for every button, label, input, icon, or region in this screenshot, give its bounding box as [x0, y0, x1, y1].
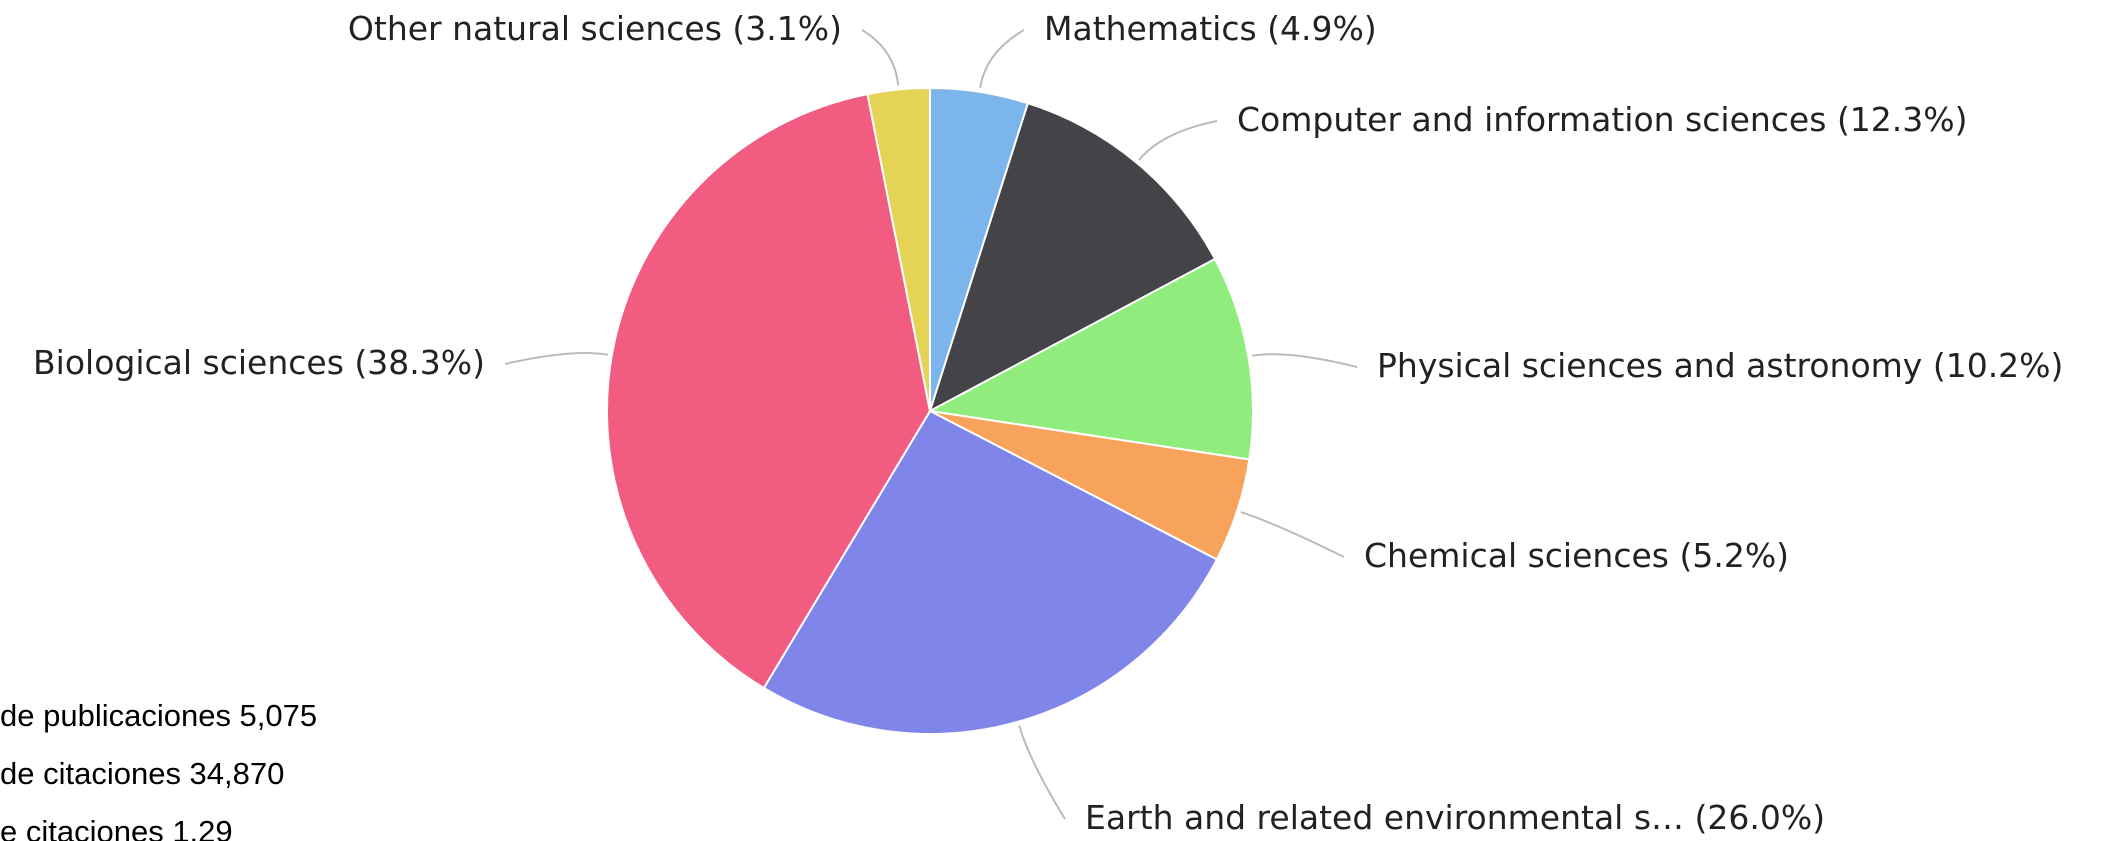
value-label: (3.1%)	[732, 9, 842, 48]
stat-line: de citaciones 34,870	[0, 756, 284, 791]
category-name: Chemical sciences	[1364, 536, 1669, 575]
category-name: Mathematics	[1044, 9, 1257, 48]
category-name: Other natural sciences	[348, 9, 722, 48]
connector	[504, 352, 609, 365]
connector	[1138, 120, 1218, 161]
pie-slice	[928, 101, 1217, 414]
connector	[1018, 725, 1066, 820]
category-name: Physical sciences and astronomy	[1377, 346, 1922, 385]
value-label: (5.2%)	[1679, 536, 1789, 575]
slice-label: Other natural sciences (3.1%)	[348, 9, 842, 48]
slice-label: Biological sciences (38.3%)	[33, 343, 485, 382]
value-label: (26.0%)	[1695, 798, 1826, 837]
category-name: Biological sciences	[33, 343, 344, 382]
connector	[861, 29, 900, 86]
value-label: (38.3%)	[354, 343, 485, 382]
category-name: Computer and information sciences	[1237, 100, 1826, 139]
slice-label: Mathematics (4.9%)	[1044, 9, 1377, 48]
pie-slice	[926, 257, 1254, 461]
pie-slice	[606, 92, 932, 690]
pie-slice	[762, 409, 1219, 735]
connector	[1252, 353, 1358, 368]
connector	[979, 29, 1025, 89]
value-label: (12.3%)	[1837, 100, 1968, 139]
value-label: (4.9%)	[1267, 9, 1377, 48]
stat-line: de publicaciones 5,075	[0, 698, 317, 733]
connector	[1240, 511, 1345, 558]
category-name: Earth and related environmental s…	[1085, 798, 1684, 837]
slice-label: Physical sciences and astronomy (10.2%)	[1377, 346, 2063, 385]
slice-label: Earth and related environmental s… (26.0…	[1085, 798, 1825, 837]
pie-slice	[866, 86, 931, 412]
slice-label: Chemical sciences (5.2%)	[1364, 536, 1789, 575]
slice-label: Computer and information sciences (12.3%…	[1237, 100, 1968, 139]
stat-line: e citaciones 1.29	[0, 814, 233, 841]
value-label: (10.2%)	[1933, 346, 2064, 385]
